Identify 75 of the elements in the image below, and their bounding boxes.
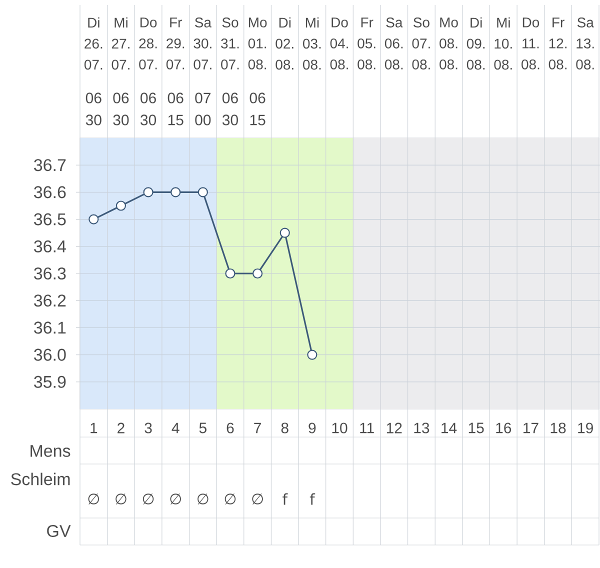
x-tick-label: 18	[550, 422, 566, 434]
text: 06 30	[140, 92, 156, 126]
x-tick-label: 14	[442, 422, 457, 434]
text: 06 30	[113, 92, 129, 126]
text: Do 04. 08.	[330, 18, 348, 70]
y-tick-label: 36.4	[34, 240, 66, 252]
text: Mo 01. 08.	[248, 18, 267, 70]
text: Do 28. 07.	[139, 18, 157, 70]
y-tick-label: 36.7	[34, 159, 66, 172]
text: Mi 10. 08.	[494, 17, 512, 70]
x-tick-label: 16	[496, 422, 512, 434]
text: So 07. 08.	[412, 18, 430, 70]
text: Di 02. 08.	[276, 17, 294, 70]
text: Mens	[30, 445, 70, 457]
text: Fr 05. 08.	[358, 18, 376, 70]
text: Mi 03. 08.	[303, 17, 321, 70]
text: ∅	[88, 494, 100, 504]
text: ∅	[142, 494, 154, 504]
point	[143, 187, 154, 198]
x-tick-label: 17	[524, 422, 538, 434]
x-tick-label: 1	[90, 422, 98, 434]
text: Fr 12. 08.	[548, 18, 566, 70]
x-tick-label: 7	[254, 422, 261, 434]
y-tick-label: 36.3	[34, 267, 66, 280]
point	[252, 268, 263, 279]
point	[225, 268, 236, 279]
y-tick-label: 36.2	[34, 294, 66, 307]
text: Sa 30. 07.	[194, 18, 212, 70]
x-tick-label: 15	[468, 422, 484, 434]
text: ∅	[198, 494, 208, 504]
x-tick-label: 8	[281, 422, 288, 434]
text: Di 09. 08.	[466, 17, 485, 70]
text: Fr 29. 07.	[166, 18, 184, 70]
y-tick-label: 36.5	[34, 213, 66, 226]
point	[280, 228, 290, 238]
text: Mo 08. 08.	[440, 18, 458, 70]
x-tick-label: 5	[199, 422, 206, 434]
point	[198, 187, 208, 198]
x-tick-label: 10	[332, 422, 348, 434]
x-tick-label: 13	[414, 422, 430, 434]
x-tick-label: 19	[578, 422, 593, 434]
y-tick-label: 36.1	[34, 322, 66, 334]
point	[170, 187, 181, 198]
text: 06 15	[250, 92, 266, 126]
text: 06 30	[86, 92, 102, 126]
text: f	[282, 493, 288, 505]
text: ∅	[116, 494, 126, 504]
point	[116, 200, 126, 211]
text: Sa 13. 08.	[576, 18, 594, 70]
text: Sa 06. 08.	[384, 18, 403, 70]
y-tick-label: 36.0	[34, 348, 66, 361]
text: Schleim	[11, 472, 70, 486]
point	[88, 214, 99, 224]
text: GV	[47, 524, 71, 538]
x-tick-label: 2	[118, 422, 124, 434]
text: ∅	[224, 494, 236, 504]
text: 06 30	[222, 92, 238, 126]
x-tick-label: 6	[226, 422, 234, 434]
text: Mi 27. 07.	[112, 17, 130, 70]
text: So 31. 07.	[221, 18, 239, 70]
text: ∅	[170, 494, 181, 504]
text: 07 00	[195, 92, 211, 126]
text: f	[310, 493, 316, 505]
y-tick-label: 36.6	[34, 186, 66, 198]
x-tick-label: 12	[386, 422, 402, 434]
text: ∅	[252, 494, 263, 504]
x-tick-label: 3	[144, 422, 152, 434]
text: Do 11. 08.	[522, 18, 540, 70]
text: 06 15	[168, 92, 184, 126]
x-tick-label: 9	[308, 422, 316, 434]
point	[307, 350, 318, 360]
y-tick-label: 35.9	[34, 376, 66, 388]
x-tick-label: 4	[172, 422, 180, 434]
x-tick-label: 11	[360, 422, 374, 434]
text: Di 26. 07.	[84, 17, 102, 70]
